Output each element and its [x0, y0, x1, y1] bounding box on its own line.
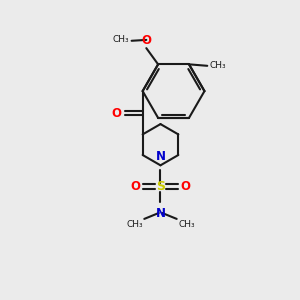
Text: CH₃: CH₃ [126, 220, 143, 230]
Text: CH₃: CH₃ [112, 35, 129, 44]
Text: O: O [181, 180, 190, 193]
Text: S: S [156, 180, 165, 193]
Text: O: O [141, 34, 151, 47]
Text: CH₃: CH₃ [178, 220, 195, 230]
Text: N: N [155, 206, 166, 220]
Text: O: O [111, 107, 122, 120]
Text: N: N [155, 150, 166, 163]
Text: CH₃: CH₃ [210, 61, 226, 70]
Text: O: O [130, 180, 140, 193]
